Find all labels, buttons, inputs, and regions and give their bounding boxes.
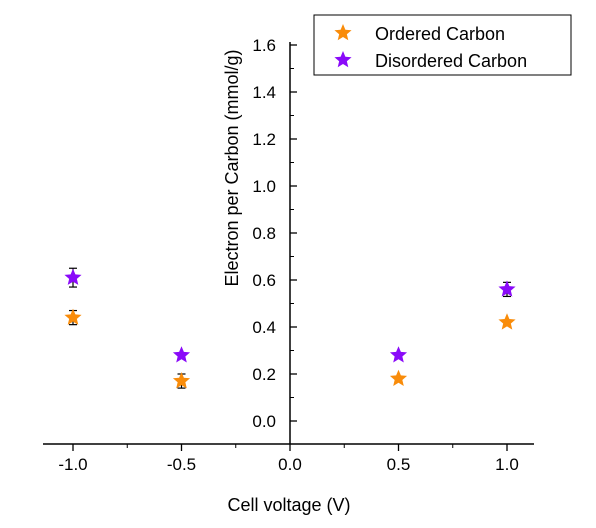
data-point — [172, 346, 191, 363]
x-tick-label: -0.5 — [167, 455, 196, 474]
y-tick-label: 0.6 — [252, 271, 276, 290]
legend-marker — [334, 51, 352, 68]
axes — [43, 42, 534, 445]
data-point — [498, 313, 516, 330]
y-tick-label: 0.4 — [252, 318, 276, 337]
data-point — [64, 268, 82, 285]
legend-label: Disordered Carbon — [375, 51, 527, 71]
data-point — [389, 369, 408, 386]
y-tick-label: 1.2 — [252, 130, 276, 149]
legend-marker — [334, 24, 352, 41]
ticks: -2.0-1.5-1.0-0.50.00.51.01.52.00.00.20.4… — [58, 36, 519, 474]
y-tick-label: 0.0 — [252, 412, 276, 431]
legend-label: Ordered Carbon — [375, 24, 505, 44]
x-axis-label: Cell voltage (V) — [227, 495, 350, 515]
x-tick-label: 0.0 — [278, 455, 302, 474]
y-axis-label: Electron per Carbon (mmol/g) — [222, 49, 242, 286]
data-point — [64, 308, 82, 325]
y-tick-label: 1.6 — [252, 36, 276, 55]
data-point — [498, 280, 516, 297]
x-tick-label: 0.5 — [387, 455, 411, 474]
data-marks — [64, 267, 516, 389]
data-point — [389, 346, 408, 363]
y-tick-label: 1.4 — [252, 83, 276, 102]
y-tick-label: 1.0 — [252, 177, 276, 196]
legend: Ordered Carbon Disordered Carbon — [313, 14, 572, 76]
y-tick-label: 0.2 — [252, 365, 276, 384]
x-tick-label: -1.0 — [58, 455, 87, 474]
data-point — [172, 372, 191, 389]
y-tick-label: 0.8 — [252, 224, 276, 243]
legend-box — [313, 14, 572, 76]
series-2 — [64, 267, 516, 363]
x-tick-label: 1.0 — [495, 455, 519, 474]
series-1 — [64, 308, 516, 389]
